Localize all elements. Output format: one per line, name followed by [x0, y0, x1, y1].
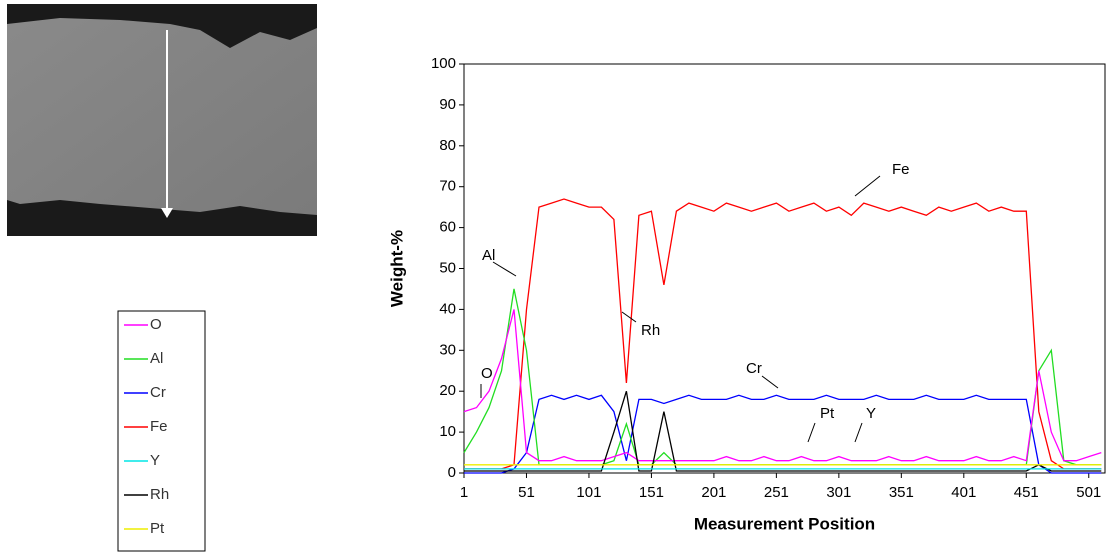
series-line: [463, 309, 1102, 462]
y-tick-label: 10: [439, 423, 456, 440]
annotation-leader: [492, 261, 517, 277]
annotation: Y: [866, 405, 876, 422]
series-line: [463, 288, 1102, 466]
x-tick-label: 451: [1014, 484, 1039, 501]
annotation-leader: [807, 422, 816, 443]
x-tick-label: 201: [701, 484, 726, 501]
micrograph: [7, 4, 317, 236]
y-tick-label: 30: [439, 341, 456, 358]
annotation: Rh: [641, 322, 660, 339]
y-tick-label: 40: [439, 300, 456, 317]
y-tick-label: 0: [448, 464, 456, 481]
legend-label: O: [150, 316, 162, 333]
x-tick-label: 151: [639, 484, 664, 501]
x-axis-label: Measurement Position: [694, 514, 875, 533]
legend-label: Fe: [150, 418, 168, 435]
legend-label: Rh: [150, 486, 169, 503]
y-tick-label: 70: [439, 178, 456, 195]
annotation-leader: [854, 175, 881, 197]
annotation-leader: [854, 422, 863, 443]
x-tick-label: 301: [826, 484, 851, 501]
legend-label: Pt: [150, 520, 165, 537]
y-axis-label: Weight-%: [387, 230, 406, 307]
y-tick-label: 50: [439, 259, 456, 276]
series-line: [464, 391, 1102, 472]
legend-box: [117, 310, 206, 552]
legend: O Al Cr Fe Y Rh Pt: [124, 316, 169, 537]
y-tick-label: 20: [439, 382, 456, 399]
y-tick-label: 80: [439, 137, 456, 154]
annotation-leader: [621, 311, 637, 323]
x-tick-label: 351: [889, 484, 914, 501]
x-tick-label: 101: [576, 484, 601, 501]
x-tick-label: 51: [518, 484, 535, 501]
legend-label: Al: [150, 350, 163, 367]
legend-label: Y: [150, 452, 160, 469]
annotation-leader: [761, 375, 779, 389]
plot-frame: [463, 63, 1106, 474]
legend-label: Cr: [150, 384, 166, 401]
annotation: Fe: [892, 161, 910, 178]
x-tick-label: 1: [460, 484, 468, 501]
annotation: Al: [482, 247, 495, 264]
annotation: O: [481, 365, 493, 382]
annotation: Pt: [820, 405, 835, 422]
annotation: Cr: [746, 360, 762, 377]
series-line: [464, 394, 1102, 474]
series-line: [464, 198, 1102, 470]
x-tick-label: 501: [1076, 484, 1101, 501]
y-tick-label: 60: [439, 219, 456, 236]
x-tick-label: 251: [764, 484, 789, 501]
y-tick-label: 90: [439, 96, 456, 113]
y-tick-label: 100: [431, 55, 456, 72]
x-tick-label: 401: [951, 484, 976, 501]
